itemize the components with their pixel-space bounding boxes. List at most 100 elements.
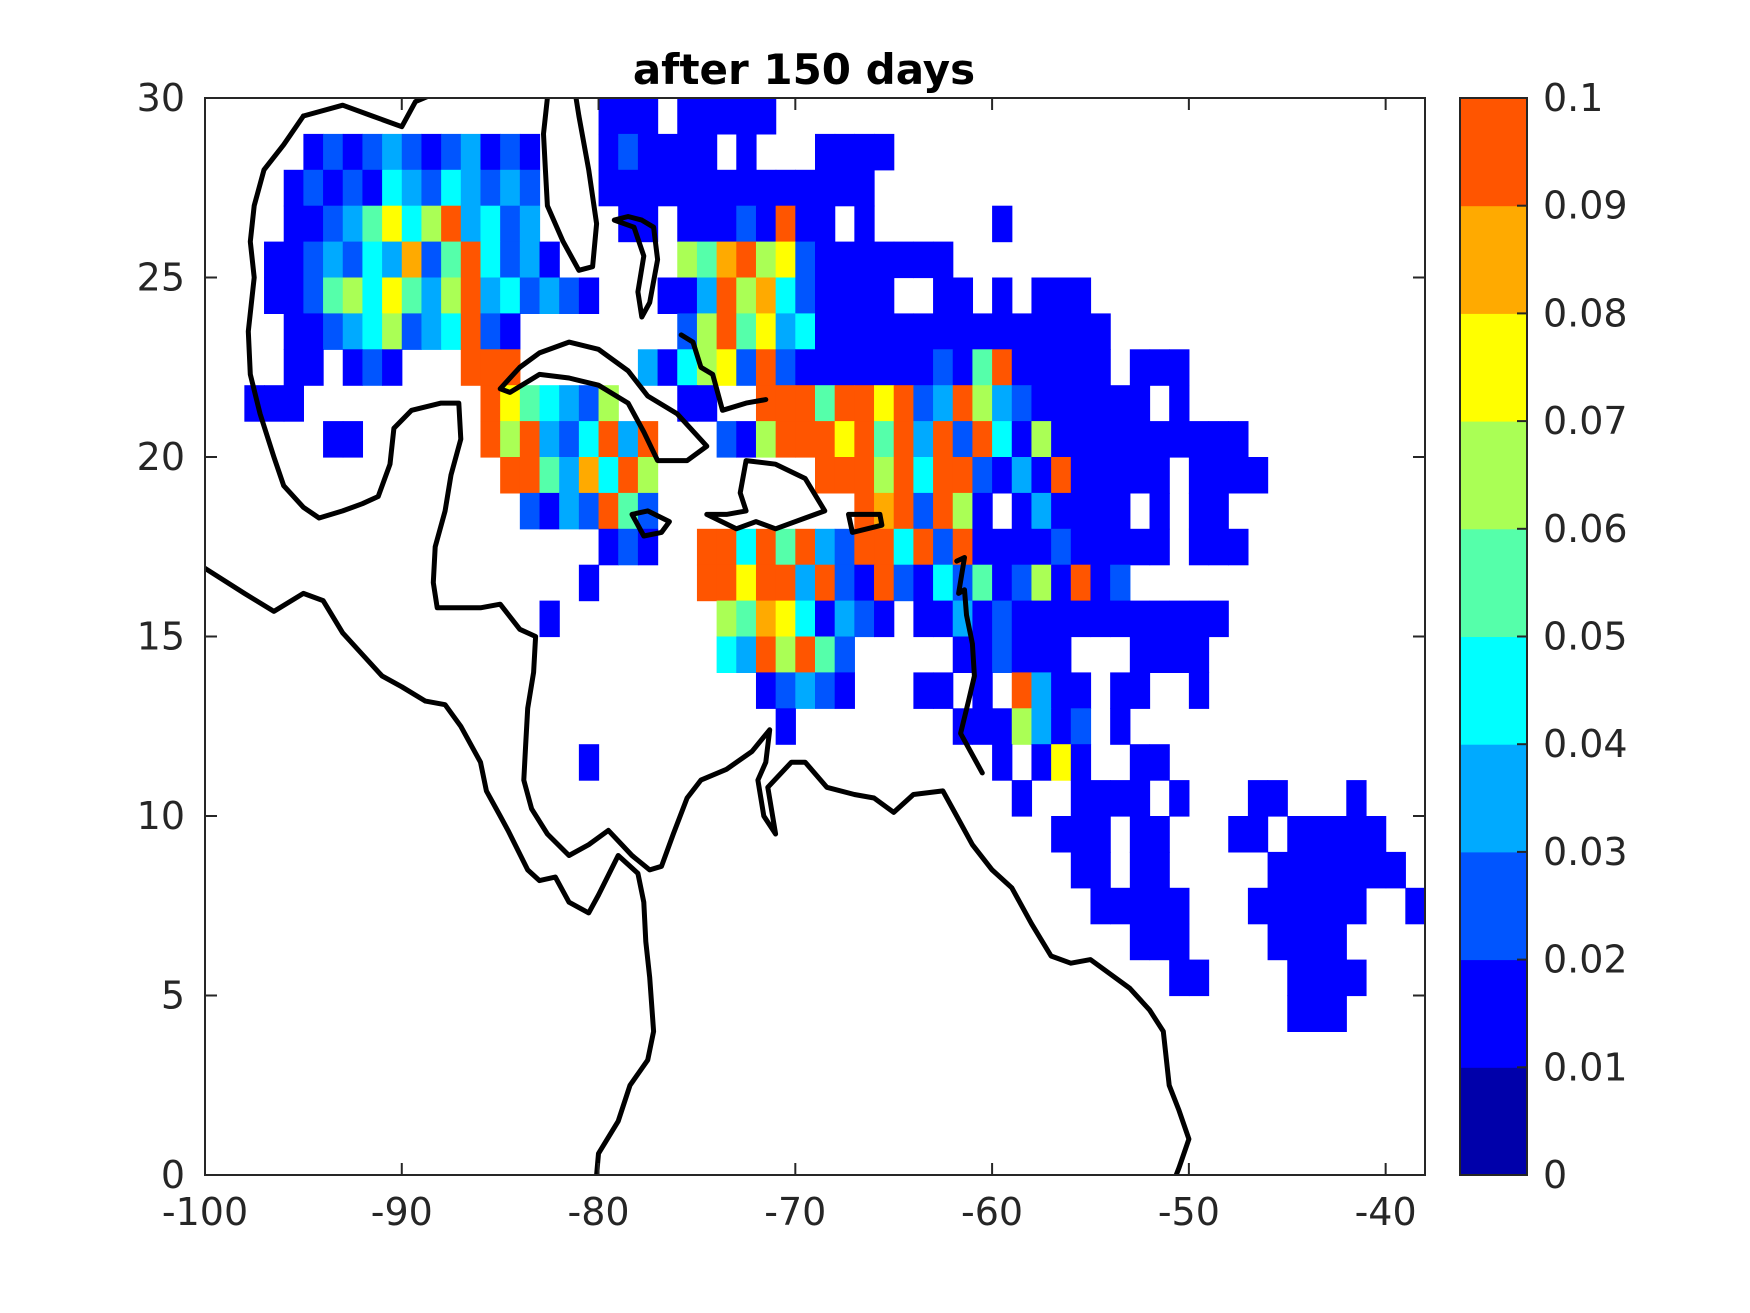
heatmap-cell bbox=[480, 421, 501, 458]
coastline bbox=[300, 98, 431, 130]
colorbar-tick-label: 0.02 bbox=[1543, 938, 1628, 982]
heatmap-cell bbox=[893, 492, 914, 530]
heatmap-cell bbox=[972, 385, 993, 422]
heatmap-cell bbox=[716, 313, 737, 350]
heatmap-cell bbox=[952, 277, 974, 314]
heatmap-cell bbox=[657, 169, 678, 207]
heatmap-cell bbox=[1267, 780, 1288, 817]
heatmap-cell bbox=[362, 313, 383, 350]
heatmap-cell bbox=[933, 528, 954, 566]
heatmap-cell bbox=[736, 600, 757, 638]
heatmap-cell bbox=[1188, 600, 1210, 638]
heatmap-cell bbox=[834, 636, 855, 673]
heatmap-cell bbox=[1149, 636, 1170, 673]
heatmap-cell bbox=[1129, 744, 1151, 781]
heatmap-cell bbox=[1346, 851, 1367, 889]
heatmap-cell bbox=[1070, 744, 1092, 781]
heatmap-cell bbox=[1149, 851, 1170, 889]
heatmap-cell bbox=[795, 277, 816, 314]
heatmap-cell bbox=[1228, 528, 1249, 566]
heatmap-cell bbox=[1326, 887, 1347, 925]
colorbar-tick-label: 0.08 bbox=[1543, 291, 1628, 335]
heatmap-cell bbox=[1031, 385, 1052, 422]
heatmap-cell bbox=[578, 744, 600, 781]
heatmap-cell bbox=[1070, 277, 1092, 314]
heatmap-cell bbox=[303, 169, 324, 207]
heatmap-cell bbox=[1188, 528, 1210, 566]
y-tick-label: 30 bbox=[137, 76, 185, 120]
x-tick-label: -80 bbox=[568, 1190, 630, 1234]
heatmap-cell bbox=[598, 98, 619, 135]
heatmap-cell bbox=[736, 277, 757, 314]
heatmap-cell bbox=[618, 98, 639, 135]
heatmap-cell bbox=[834, 457, 855, 494]
heatmap-cell bbox=[1306, 816, 1328, 853]
heatmap-cell bbox=[933, 672, 954, 709]
colorbar-tick-label: 0.01 bbox=[1543, 1045, 1628, 1089]
heatmap-cell bbox=[539, 600, 560, 638]
heatmap-cell bbox=[1090, 887, 1111, 925]
heatmap-cell bbox=[323, 205, 344, 243]
heatmap-cell bbox=[775, 241, 796, 279]
y-tick-label: 15 bbox=[137, 615, 185, 659]
heatmap-cell bbox=[815, 205, 836, 243]
heatmap-cell bbox=[460, 277, 482, 314]
heatmap-cell bbox=[1090, 349, 1111, 386]
heatmap-cell bbox=[755, 600, 777, 638]
heatmap-cell bbox=[1129, 385, 1151, 422]
heatmap-cell bbox=[1110, 457, 1131, 494]
heatmap-cell bbox=[854, 313, 875, 350]
heatmap-cell bbox=[677, 349, 698, 386]
heatmap-cell bbox=[992, 277, 1013, 314]
heatmap-cell bbox=[500, 277, 521, 314]
heatmap-cell bbox=[854, 528, 875, 566]
heatmap-cell bbox=[421, 169, 442, 207]
heatmap-cell bbox=[1070, 313, 1092, 350]
heatmap-cell bbox=[539, 385, 560, 422]
heatmap-cell bbox=[1090, 851, 1111, 889]
heatmap-cell bbox=[382, 277, 403, 314]
heatmap-cell bbox=[1031, 636, 1052, 673]
heatmap-cell bbox=[677, 98, 698, 135]
heatmap-cell bbox=[342, 277, 364, 314]
heatmap-cell bbox=[854, 205, 875, 243]
heatmap-cell bbox=[1346, 887, 1367, 925]
heatmap-cell bbox=[1090, 600, 1111, 638]
heatmap-cell bbox=[303, 241, 324, 279]
heatmap-cell bbox=[519, 241, 541, 279]
heatmap-cell bbox=[1070, 349, 1092, 386]
y-axis: 0 5 10 15 20 25 30 bbox=[137, 76, 1425, 1197]
heatmap-cell bbox=[834, 313, 855, 350]
heatmap-cell bbox=[992, 205, 1013, 243]
heatmap-cell bbox=[1149, 923, 1170, 961]
heatmap-cell bbox=[480, 133, 501, 171]
heatmap-cell bbox=[1306, 959, 1328, 997]
heatmap-cell bbox=[657, 349, 678, 386]
heatmap-cell bbox=[834, 421, 855, 458]
heatmap-cell bbox=[1188, 492, 1210, 530]
heatmap-cell bbox=[264, 385, 285, 422]
heatmap-cell bbox=[1090, 780, 1111, 817]
heatmap-cell bbox=[992, 349, 1013, 386]
heatmap-cell bbox=[795, 600, 816, 638]
heatmap-cell bbox=[893, 385, 914, 422]
heatmap-cell bbox=[1169, 421, 1190, 458]
heatmap-cell bbox=[815, 133, 836, 171]
heatmap-cell bbox=[775, 277, 796, 314]
heatmap-cell bbox=[637, 169, 659, 207]
heatmap-cell bbox=[1070, 492, 1092, 530]
heatmap-cell bbox=[716, 277, 737, 314]
heatmap-cell bbox=[992, 385, 1013, 422]
heatmap-cell bbox=[893, 349, 914, 386]
heatmap-cell bbox=[598, 133, 619, 171]
heatmap-cell bbox=[1110, 672, 1131, 709]
heatmap-cell bbox=[401, 241, 423, 279]
heatmap-cell bbox=[598, 169, 619, 207]
heatmap-cell bbox=[854, 349, 875, 386]
heatmap-cell bbox=[362, 133, 383, 171]
colorbar-segment bbox=[1460, 959, 1527, 1068]
heatmap-cell bbox=[736, 349, 757, 386]
heatmap-cell bbox=[382, 313, 403, 350]
colorbar-segment bbox=[1460, 205, 1527, 314]
